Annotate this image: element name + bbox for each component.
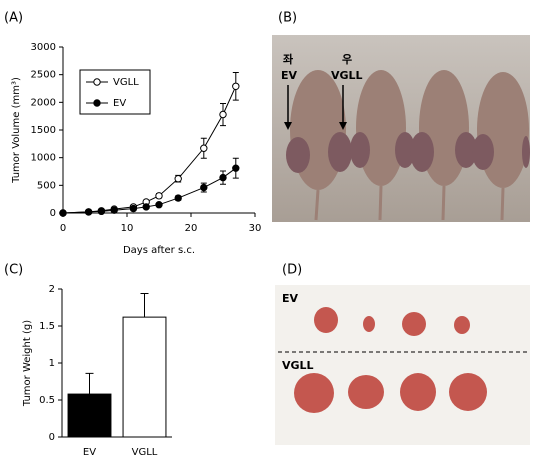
photo-annotation: EV <box>281 69 298 82</box>
data-point <box>174 174 182 183</box>
y-axis-label: Tumor Volume (mm³) <box>11 77 22 184</box>
x-axis-label: Days after s.c. <box>123 245 195 256</box>
legend-marker <box>93 99 101 107</box>
x-tick-label: EV <box>83 447 96 458</box>
panel-label: (A) <box>4 11 23 26</box>
data-point <box>219 173 227 182</box>
y-tick-label: 3000 <box>31 42 56 53</box>
data-point <box>200 183 208 192</box>
data-point <box>232 164 240 172</box>
data-point <box>200 144 208 152</box>
panel-label: (B) <box>278 11 297 26</box>
y-tick-label: 1500 <box>31 125 56 136</box>
legend-marker <box>93 78 101 86</box>
data-point <box>110 206 118 214</box>
panel-label: (C) <box>4 263 23 278</box>
legend-label: EV <box>113 98 126 109</box>
photo-annotation: 좌 <box>283 52 293 66</box>
data-point <box>129 204 138 213</box>
y-tick-label: 1.5 <box>39 321 55 332</box>
y-axis-label: Tumor Weight (g) <box>22 320 33 407</box>
y-tick-label: 2000 <box>31 97 56 108</box>
error-bar <box>140 292 149 318</box>
tumor-photo <box>275 285 530 445</box>
photo-annotation: EV <box>282 292 299 305</box>
photo-annotation: VGLL <box>282 359 314 372</box>
y-tick-label: 2500 <box>31 70 56 81</box>
x-tick-label: 10 <box>121 223 134 234</box>
legend-label: VGLL <box>113 77 139 88</box>
data-point <box>155 201 163 209</box>
y-tick-label: 2 <box>49 284 55 295</box>
data-point <box>155 192 163 200</box>
x-tick-label: 0 <box>60 223 66 234</box>
data-point <box>219 110 227 119</box>
data-point <box>97 207 106 216</box>
y-tick-label: 0 <box>50 208 56 219</box>
panel-label: (D) <box>282 263 302 278</box>
data-point <box>59 209 67 217</box>
x-tick-label: VGLL <box>132 447 158 458</box>
photo-annotation: 우 <box>342 53 352 66</box>
photo-annotation: VGLL <box>331 69 363 82</box>
data-point <box>174 194 182 202</box>
y-tick-label: 500 <box>37 180 56 191</box>
data-point <box>232 82 240 90</box>
legend-box <box>79 69 151 115</box>
y-tick-label: 1 <box>49 358 55 369</box>
data-point <box>84 208 93 216</box>
y-tick-label: 0.5 <box>39 395 55 406</box>
bar <box>67 393 112 438</box>
data-point <box>142 203 150 211</box>
y-tick-label: 0 <box>49 432 55 443</box>
bar <box>122 316 167 438</box>
mouse-photo <box>272 35 530 222</box>
error-bar <box>85 372 94 395</box>
x-tick-label: 20 <box>185 223 198 234</box>
x-tick-label: 30 <box>249 223 262 234</box>
y-tick-label: 1000 <box>31 153 56 164</box>
